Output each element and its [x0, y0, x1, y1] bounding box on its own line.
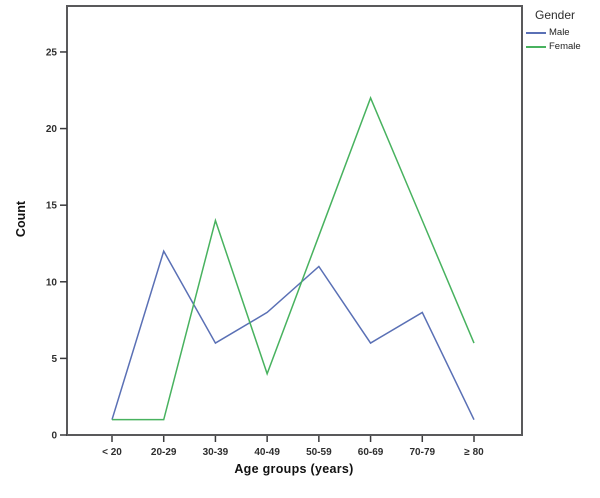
- y-tick-label: 25: [46, 47, 58, 58]
- y-tick-label: 20: [46, 124, 58, 135]
- x-tick-label: 60-69: [358, 447, 384, 458]
- y-tick-label: 15: [46, 201, 58, 212]
- male-line-swatch-icon: [526, 31, 546, 34]
- legend-item-male: Male: [525, 27, 599, 38]
- legend-label-female: Female: [549, 41, 581, 52]
- x-tick-label: 40-49: [254, 447, 280, 458]
- y-axis-title: Count: [14, 200, 28, 238]
- female-line-swatch-icon: [526, 45, 546, 48]
- female-series-line: [112, 95, 475, 421]
- x-axis-title: Age groups (years): [234, 462, 354, 476]
- y-tick-label: 0: [51, 431, 57, 442]
- legend-title: Gender: [535, 8, 576, 22]
- male-series-line: [111, 249, 475, 421]
- x-tick-label: < 20: [102, 447, 122, 458]
- x-tick-label: 30-39: [203, 447, 229, 458]
- legend: Gender Male Female: [525, 8, 599, 52]
- legend-item-female: Female: [525, 41, 599, 52]
- y-tick-label: 5: [51, 354, 57, 365]
- x-tick-label: 50-59: [306, 447, 332, 458]
- x-tick-label: 20-29: [151, 447, 177, 458]
- y-tick-label: 10: [46, 277, 58, 288]
- x-tick-label: ≥ 80: [464, 447, 484, 458]
- legend-label-male: Male: [549, 27, 570, 38]
- x-tick-label: 70-79: [409, 447, 435, 458]
- plot-frame: [66, 5, 523, 436]
